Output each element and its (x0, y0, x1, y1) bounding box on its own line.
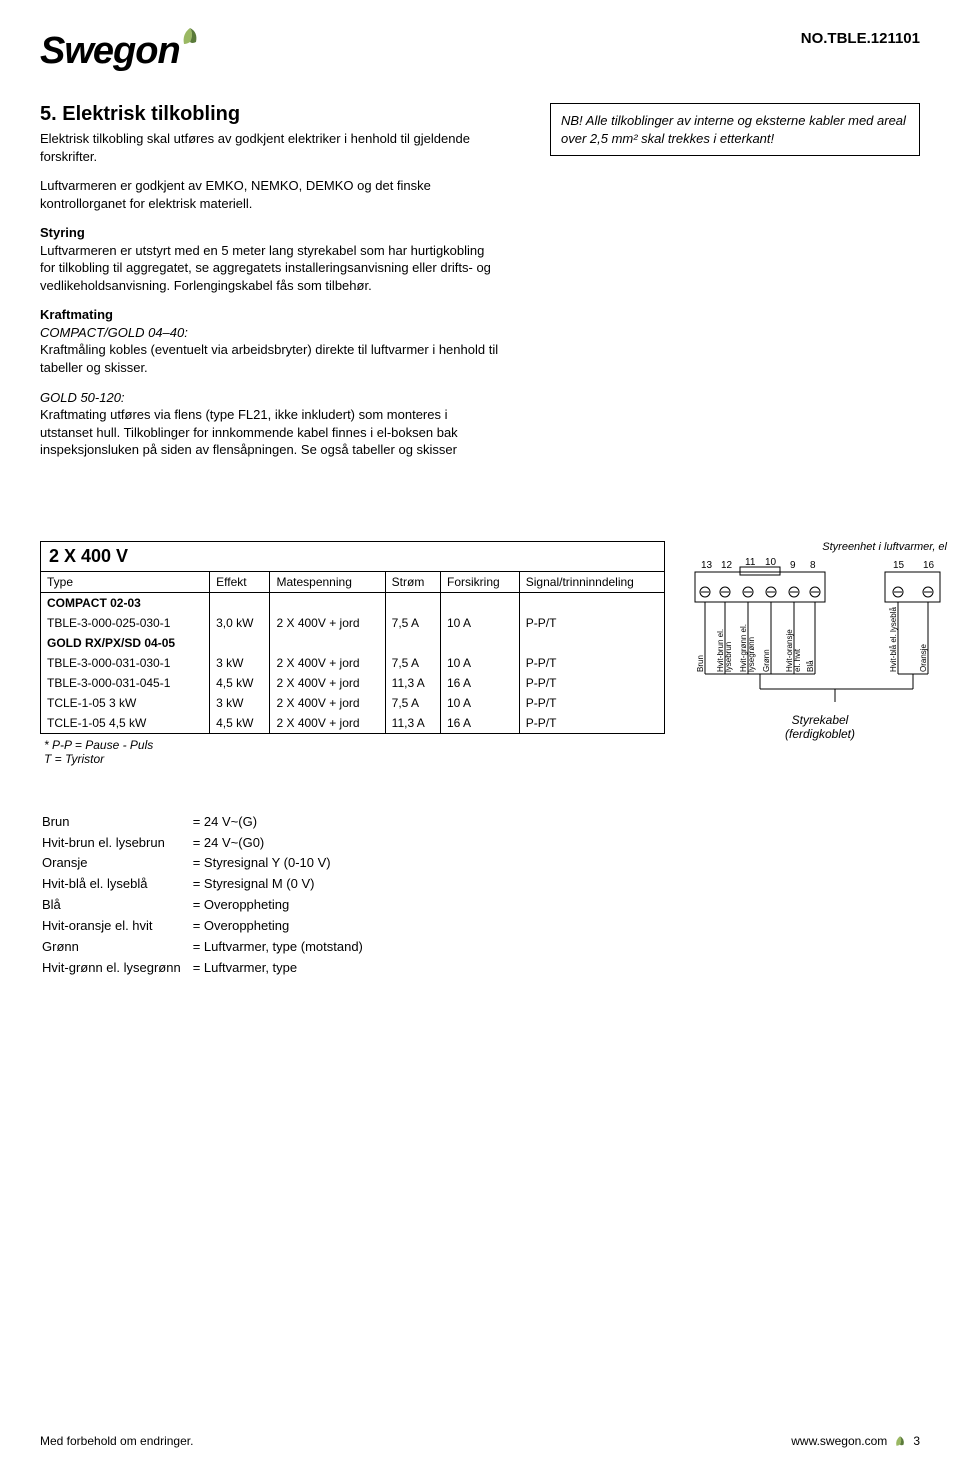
svg-text:Grønn: Grønn (762, 649, 771, 672)
terminal-label: 9 (790, 560, 796, 571)
footer-right: www.swegon.com 3 (791, 1434, 920, 1448)
terminal-label: 13 (701, 560, 713, 571)
legend-row: Hvit-blå el. lyseblå= Styresignal M (0 V… (42, 875, 373, 894)
kraft-body1: Kraftmåling kobles (eventuelt via arbeid… (40, 342, 498, 375)
table-row: TBLE-3-000-025-030-1 3,0 kW 2 X 400V + j… (41, 613, 665, 633)
terminal-label: 16 (923, 560, 935, 571)
wire-labels: Brun Hvit-brun el. lysebrun Hvit-grønn e… (696, 606, 928, 671)
warning-note: NB! Alle tilkoblinger av interne og ekst… (550, 103, 920, 156)
col-type: Type (41, 571, 210, 592)
diagram-heading: Styreenhet i luftvarmer, el (685, 541, 955, 554)
diagram-svg: 13 12 11 10 9 8 15 16 (685, 554, 955, 709)
table-header-row: Type Effekt Matespenning Strøm Forsikrin… (41, 571, 665, 592)
table-title: 2 X 400 V (40, 541, 665, 571)
svg-text:Brun: Brun (696, 655, 705, 672)
color-legend: Brun= 24 V~(G) Hvit-brun el. lysebrun= 2… (40, 811, 375, 980)
leaf-icon (895, 1435, 905, 1447)
kraft-sub1: COMPACT/GOLD 04–40: (40, 325, 188, 340)
terminal-label: 11 (745, 557, 756, 568)
logo: Swegon (40, 30, 198, 73)
data-table: Type Effekt Matespenning Strøm Forsikrin… (40, 571, 665, 734)
svg-text:el. hvit: el. hvit (793, 648, 802, 672)
svg-text:lysebrun: lysebrun (724, 642, 733, 672)
footer-left: Med forbehold om endringer. (40, 1434, 193, 1448)
col-signal: Signal/trinninndeling (519, 571, 664, 592)
left-column: 5. Elektrisk tilkobling Elektrisk tilkob… (40, 103, 500, 471)
table-row: TCLE-1-05 3 kW 3 kW 2 X 400V + jord 7,5 … (41, 693, 665, 713)
table-row: COMPACT 02-03 (41, 592, 665, 613)
document-id: NO.TBLE.121101 (801, 30, 920, 47)
kraft-heading: Kraftmating (40, 307, 113, 322)
leaf-icon (182, 26, 198, 46)
kraft-body2: Kraftmating utføres via flens (type FL21… (40, 407, 458, 457)
svg-text:lysegrønn: lysegrønn (747, 637, 756, 672)
table-footnotes: * P-P = Pause - Puls T = Tyristor (40, 738, 665, 766)
table-row: TCLE-1-05 4,5 kW 4,5 kW 2 X 400V + jord … (41, 713, 665, 734)
page-footer: Med forbehold om endringer. www.swegon.c… (40, 1434, 920, 1448)
legend-row: Hvit-grønn el. lysegrønn= Luftvarmer, ty… (42, 959, 373, 978)
intro-para: Elektrisk tilkobling skal utføres av god… (40, 130, 500, 165)
styring-body: Luftvarmeren er utstyrt med en 5 meter l… (40, 243, 491, 293)
page-header: Swegon NO.TBLE.121101 (40, 30, 920, 73)
terminal-label: 8 (810, 560, 816, 571)
group-label: GOLD RX/PX/SD 04-05 (41, 633, 210, 653)
col-matespenning: Matespenning (270, 571, 385, 592)
kraft-block-1: Kraftmating COMPACT/GOLD 04–40: Kraftmål… (40, 306, 500, 376)
group-label: COMPACT 02-03 (41, 592, 210, 613)
section-title: 5. Elektrisk tilkobling (40, 103, 500, 126)
table-row: GOLD RX/PX/SD 04-05 (41, 633, 665, 653)
table-row: TBLE-3-000-031-045-1 4,5 kW 2 X 400V + j… (41, 673, 665, 693)
logo-text: Swegon (40, 30, 180, 73)
col-effekt: Effekt (210, 571, 270, 592)
legend-row: Oransje= Styresignal Y (0-10 V) (42, 854, 373, 873)
table-row: TBLE-3-000-031-030-1 3 kW 2 X 400V + jor… (41, 653, 665, 673)
col-forsikring: Forsikring (441, 571, 520, 592)
col-strom: Strøm (385, 571, 440, 592)
legend-row: Hvit-oransje el. hvit= Overoppheting (42, 917, 373, 936)
legend-row: Hvit-brun el. lysebrun= 24 V~(G0) (42, 834, 373, 853)
terminal-label: 10 (765, 557, 777, 568)
table-container: 2 X 400 V Type Effekt Matespenning Strøm… (40, 541, 665, 766)
diagram-caption: Styrekabel (ferdigkoblet) (685, 713, 955, 741)
page-number: 3 (913, 1434, 920, 1448)
svg-text:Hvit-blå el. lyseblå: Hvit-blå el. lyseblå (889, 606, 898, 671)
footer-url: www.swegon.com (791, 1434, 887, 1448)
kraft-block-2: GOLD 50-120: Kraftmating utføres via fle… (40, 389, 500, 459)
terminal-label: 15 (893, 560, 905, 571)
table-section: 2 X 400 V Type Effekt Matespenning Strøm… (40, 541, 920, 766)
right-column: NB! Alle tilkoblinger av interne og ekst… (550, 103, 920, 471)
svg-text:Blå: Blå (806, 660, 815, 672)
kraft-sub2: GOLD 50-120: (40, 390, 125, 405)
styring-block: Styring Luftvarmeren er utstyrt med en 5… (40, 224, 500, 294)
legend-row: Grønn= Luftvarmer, type (motstand) (42, 938, 373, 957)
svg-text:Oransje: Oransje (919, 643, 928, 672)
styring-heading: Styring (40, 225, 85, 240)
legend-row: Blå= Overoppheting (42, 896, 373, 915)
terminal-label: 12 (721, 560, 733, 571)
wiring-diagram: Styreenhet i luftvarmer, el 13 12 11 10 … (685, 541, 955, 741)
approval-para: Luftvarmeren er godkjent av EMKO, NEMKO,… (40, 177, 500, 212)
main-content: 5. Elektrisk tilkobling Elektrisk tilkob… (40, 103, 920, 471)
legend-row: Brun= 24 V~(G) (42, 813, 373, 832)
